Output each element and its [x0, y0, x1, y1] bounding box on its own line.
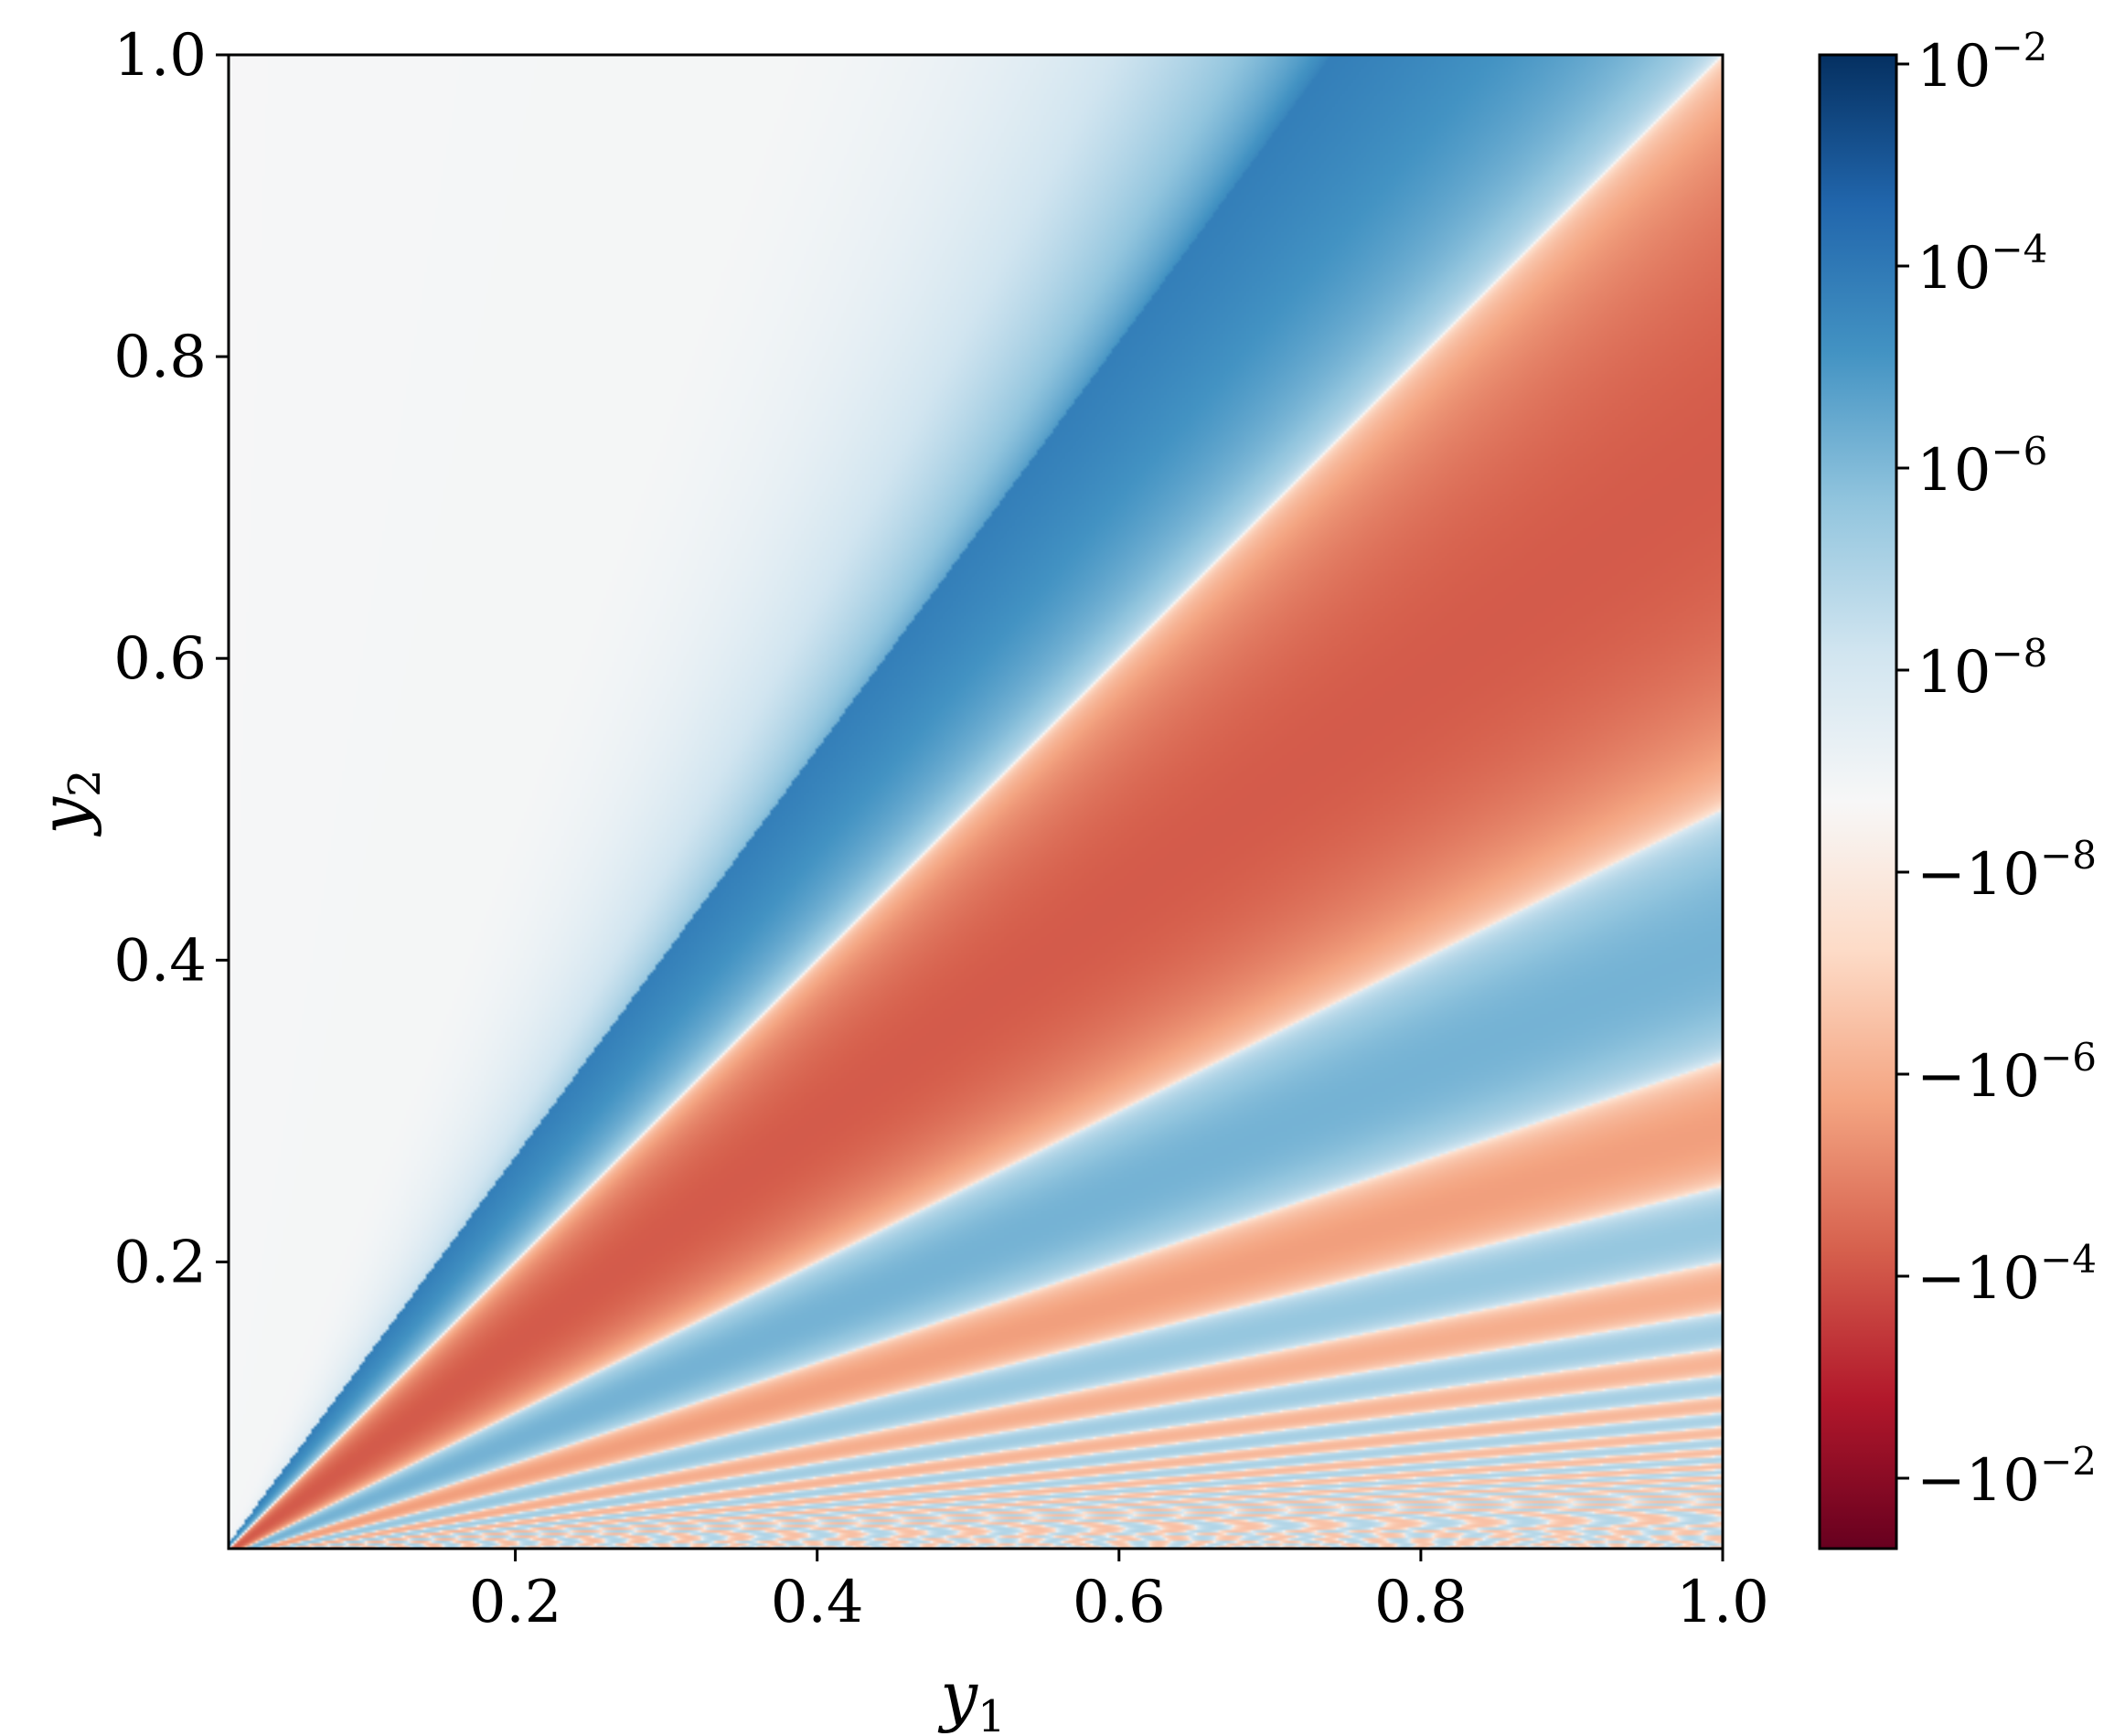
colorbar-tick-exponent: −4	[2040, 1237, 2097, 1282]
y-tick-label: 0.8	[113, 324, 207, 391]
colorbar-tick-sign: −	[1917, 1245, 1966, 1313]
y-tick-label: 0.2	[113, 1229, 207, 1296]
colorbar-tick-label: 10−6	[1917, 429, 2047, 505]
x-axis-title-sub: 1	[977, 1691, 1006, 1736]
colorbar-tick-exponent: −2	[1991, 25, 2047, 69]
y-tick-label: 0.6	[113, 625, 207, 693]
colorbar-tick-exponent: −2	[2040, 1439, 2097, 1484]
colorbar-tick-sign: −	[1917, 841, 1966, 909]
colorbar-tick-exponent: −8	[1991, 631, 2047, 676]
y-axis-title-sub: 2	[59, 769, 111, 797]
colorbar-tick-mantissa: 10	[1966, 1447, 2040, 1515]
colorbar-tick-mantissa: 10	[1966, 1245, 2040, 1313]
colorbar-tick-mantissa: 10	[1917, 33, 1991, 101]
x-axis-title-main: y	[937, 1657, 978, 1734]
x-tick-label: 1.0	[1676, 1569, 1769, 1636]
y-axis-title-group: y2	[26, 769, 111, 836]
colorbar-tick-mantissa: 10	[1966, 841, 2040, 909]
colorbar-tick-sign: −	[1917, 1043, 1966, 1111]
colorbar-tick-exponent: −6	[2040, 1035, 2097, 1080]
x-axis-title: y1	[937, 1657, 1005, 1736]
colorbar-tick-exponent: −8	[2040, 833, 2097, 878]
colorbar-tick-mantissa: 10	[1917, 639, 1991, 707]
colorbar-tick-sign: −	[1917, 1447, 1966, 1515]
x-axis-ticks: 0.2 0.4 0.6 0.8 1.0	[469, 1549, 1769, 1636]
y-tick-label: 0.4	[113, 927, 207, 995]
colorbar-tick-exponent: −6	[1991, 429, 2047, 474]
colorbar-tick-mantissa: 10	[1917, 235, 1991, 303]
colorbar-tick-mantissa: 10	[1917, 437, 1991, 505]
x-tick-label: 0.4	[771, 1569, 864, 1636]
colorbar-tick-label: 10−8	[1917, 631, 2047, 707]
colorbar-tick-label: 10−4	[1917, 227, 2047, 303]
colorbar-tick-label: −10−2	[1917, 1439, 2097, 1515]
heatmap	[229, 55, 1723, 1549]
x-tick-label: 0.2	[469, 1569, 562, 1636]
colorbar-tick-label: −10−4	[1917, 1237, 2097, 1313]
colorbar-tick-mantissa: 10	[1966, 1043, 2040, 1111]
colorbar-ticks: 10−210−410−610−8−10−8−10−6−10−4−10−2	[1896, 25, 2097, 1515]
y-tick-label: 1.0	[113, 22, 207, 90]
heatmap-image	[229, 55, 1723, 1549]
colorbar-tick-label: −10−6	[1917, 1035, 2097, 1111]
colorbar-tick-label: −10−8	[1917, 833, 2097, 909]
y-axis-title-main: y	[26, 796, 102, 837]
y-axis-ticks: 0.2 0.4 0.6 0.8 1.0	[113, 22, 229, 1296]
colorbar: 10−210−410−610−8−10−8−10−6−10−4−10−2	[1818, 25, 2097, 1550]
colorbar-tick-label: 10−2	[1917, 25, 2047, 101]
x-tick-label: 0.8	[1374, 1569, 1468, 1636]
plot-frame	[227, 53, 1725, 1550]
y-axis-title: y2	[26, 769, 111, 836]
x-tick-label: 0.6	[1073, 1569, 1166, 1636]
colorbar-tick-exponent: −4	[1991, 227, 2047, 272]
colorbar-gradient	[1818, 53, 1898, 1550]
